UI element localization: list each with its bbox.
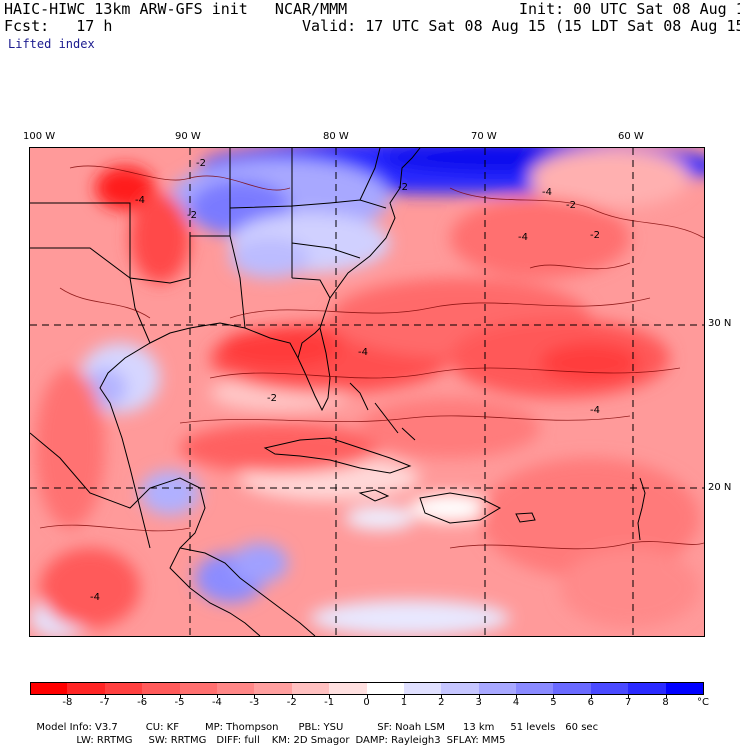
surface-layer-scheme: SFLAY: MM5 [446, 735, 506, 746]
contour-label: -4 [542, 187, 552, 198]
lon-label-80w: 80 W [323, 131, 349, 142]
contour-label: -4 [358, 347, 368, 358]
field-shading [30, 148, 704, 636]
contour-label: -2 [196, 158, 206, 169]
forecast-hour: Fcst: 17 h [4, 17, 113, 35]
surface-scheme: SF: Noah LSM [377, 722, 445, 733]
colorbar-tick [478, 694, 480, 698]
colorbar-tick [403, 694, 405, 698]
colorbar-swatch [30, 682, 69, 695]
colorbar-swatch [179, 682, 218, 695]
colorbar-swatch [366, 682, 405, 695]
time-step: 60 sec [565, 722, 599, 733]
colorbar-swatch [441, 682, 480, 695]
contour-label: -2 [590, 230, 600, 241]
cumulus-scheme: CU: KF [145, 722, 179, 733]
damping-option: DAMP: Rayleigh3 [355, 735, 441, 746]
colorbar-swatch [553, 682, 592, 695]
coastlines [30, 148, 646, 636]
colorbar-tick [553, 694, 555, 698]
diffusion-option: DIFF: full [216, 735, 260, 746]
colorbar-label: 0 [363, 697, 370, 708]
colorbar-label: -2 [286, 697, 297, 708]
colorbar-tick [216, 694, 218, 698]
colorbar-label: -6 [137, 697, 148, 708]
model-version: Model Info: V3.7 [36, 722, 118, 733]
colorbar-tick [628, 694, 630, 698]
lat-label-30n: 30 N [708, 318, 732, 329]
eddy-coefficient: KM: 2D Smagor [271, 735, 350, 746]
contour-label-group: -2 -4 -2 -4 -2 -2 -4 -4 -2 -2 -4 -4 [90, 158, 600, 603]
contour-label: -4 [518, 232, 528, 243]
colorbar-swatch [67, 682, 106, 695]
colorbar-tick [441, 694, 443, 698]
colorbar-tick [254, 694, 256, 698]
shortwave-scheme: SW: RRTMG [148, 735, 207, 746]
colorbar-label: -1 [324, 697, 335, 708]
model-info-line-1: Model Info: V3.7 CU: KF MP: Thompson PBL: Y… [30, 711, 598, 733]
colorbar-tick [366, 694, 368, 698]
contour-lines [39, 165, 704, 550]
contour-label: -2 [267, 393, 277, 404]
lon-label-60w: 60 W [618, 131, 644, 142]
colorbar-swatch [665, 682, 705, 695]
lon-label-70w: 70 W [471, 131, 497, 142]
colorbar-tick [179, 694, 181, 698]
vertical-levels: 51 levels [510, 722, 556, 733]
valid-time: Valid: 17 UTC Sat 08 Aug 15 (15 LDT Sat … [302, 17, 740, 35]
contour-label: -2 [566, 200, 576, 211]
contour-label: -4 [135, 195, 145, 206]
colorbar-label: 7 [625, 697, 632, 708]
colorbar-label: 6 [587, 697, 595, 708]
colorbar-label: 2 [438, 697, 445, 708]
contour-label: -2 [398, 182, 408, 193]
colorbar-swatch [403, 682, 442, 695]
colorbar-tick [142, 694, 144, 698]
lat-label-20n: 20 N [708, 482, 732, 493]
colorbar-label: 4 [512, 697, 520, 708]
pbl-scheme: PBL: YSU [298, 722, 344, 733]
map-canvas: -2 -4 -2 -4 -2 -2 -4 -4 -2 -2 -4 -4 [30, 148, 704, 636]
grid-spacing: 13 km [462, 722, 495, 733]
colorbar-swatch [628, 682, 667, 695]
colorbar-label: -7 [99, 697, 110, 708]
colorbar-label: -4 [211, 697, 222, 708]
microphysics-scheme: MP: Thompson [204, 722, 279, 733]
colorbar-tick [665, 694, 667, 698]
colorbar-label: -5 [174, 697, 185, 708]
colorbar-tick [329, 694, 331, 698]
colorbar-label: -8 [62, 697, 73, 708]
model-title: HAIC-HIWC 13km ARW-GFS init NCAR/MMM [4, 0, 348, 18]
colorbar-swatch [590, 682, 629, 695]
colorbar-label: 3 [475, 697, 482, 708]
colorbar-label: 5 [550, 697, 557, 708]
contour-label: -4 [90, 592, 100, 603]
colorbar-swatch [216, 682, 255, 695]
colorbar-tick [590, 694, 592, 698]
init-time: Init: 00 UTC Sat 08 Aug 15 [519, 0, 740, 18]
field-name: Lifted index [8, 37, 95, 51]
colorbar-swatch [104, 682, 143, 695]
colorbar-swatch [142, 682, 181, 695]
colorbar-tick [104, 694, 106, 698]
colorbar-unit: °C [697, 697, 709, 708]
longwave-scheme: LW: RRTMG [76, 735, 133, 746]
colorbar-label: -3 [249, 697, 260, 708]
colorbar-label: 1 [400, 697, 408, 708]
model-info-line-2: LW: RRTMG SW: RRTMG DIFF: full KM: 2D Smago… [70, 724, 506, 746]
colorbar-swatch [329, 682, 367, 695]
colorbar-tick [67, 694, 69, 698]
lon-label-100w: 100 W [23, 131, 56, 142]
colorbar-tick [516, 694, 518, 698]
contour-label: -4 [590, 405, 600, 416]
colorbar-label: 8 [662, 697, 669, 708]
colorbar-tick [291, 694, 293, 698]
colorbar-swatch [254, 682, 293, 695]
contour-label: -2 [187, 210, 197, 221]
lifted-index-map: -2 -4 -2 -4 -2 -2 -4 -4 -2 -2 -4 -4 [29, 147, 705, 637]
lon-label-90w: 90 W [175, 131, 201, 142]
colorbar-swatch [478, 682, 517, 695]
colorbar-swatch [516, 682, 554, 695]
colorbar-swatch [291, 682, 330, 695]
